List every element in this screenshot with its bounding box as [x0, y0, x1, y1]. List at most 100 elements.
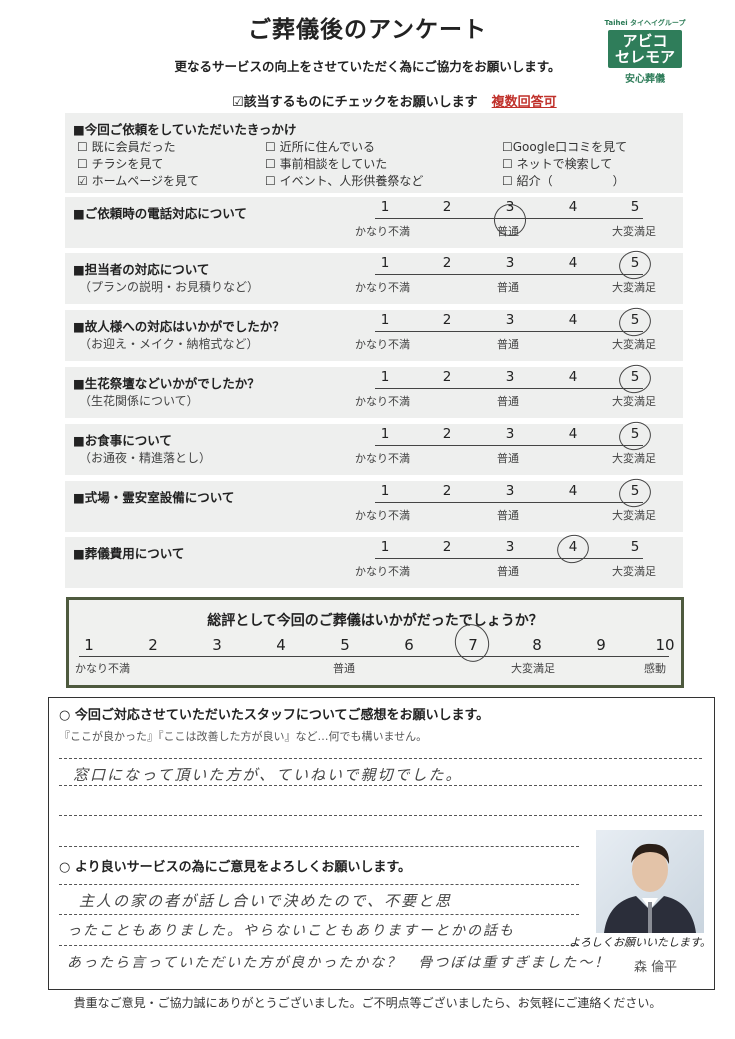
overall-option-4[interactable]: 4 [276, 636, 286, 654]
reason-checkbox[interactable]: ☐ 紹介（ ） [502, 174, 625, 188]
footer-note: 貴重なご意見・ご協力誠にありがとうございました。ご不明点等ございましたら、お気軽… [73, 996, 662, 1010]
reason-checkbox[interactable]: ☑ ホームページを見て [77, 174, 199, 188]
rating-option-2[interactable]: 2 [442, 369, 452, 385]
overall-option-3[interactable]: 3 [212, 636, 222, 654]
overall-option-2[interactable]: 2 [148, 636, 158, 654]
overall-option-7[interactable]: 7 [468, 636, 478, 654]
reason-title: ■今回ご依頼をしていただいたきっかけ [73, 122, 297, 137]
rating-scale[interactable]: 1 2 3 4 5 かなり不満 普通 大変満足 [355, 247, 665, 295]
scale-line [375, 274, 643, 275]
rating-option-1[interactable]: 1 [380, 426, 390, 442]
overall-option-8[interactable]: 8 [532, 636, 542, 654]
overall-option-9[interactable]: 9 [596, 636, 606, 654]
rating-option-1[interactable]: 1 [380, 483, 390, 499]
rating-option-3[interactable]: 3 [505, 483, 515, 499]
multiple-answers-note: 複数回答可 [491, 95, 557, 110]
scale-line [375, 502, 643, 503]
rating-option-2[interactable]: 2 [442, 483, 452, 499]
label-high: 大変満足 [612, 338, 656, 351]
rating-option-2[interactable]: 2 [442, 255, 452, 271]
selected-circle [615, 361, 655, 397]
overall-option-1[interactable]: 1 [84, 636, 94, 654]
rating-option-5[interactable]: 5 [630, 255, 640, 271]
label-mid: 普通 [497, 565, 519, 578]
rating-option-5[interactable]: 5 [630, 483, 640, 499]
rating-option-1[interactable]: 1 [380, 199, 390, 215]
rating-option-4[interactable]: 4 [568, 255, 578, 271]
scale-line [375, 388, 643, 389]
rating-option-3[interactable]: 3 [505, 199, 515, 215]
rating-option-5[interactable]: 5 [630, 539, 640, 555]
overall-scale-line [79, 656, 669, 657]
rating-subtitle: （生花関係について） [79, 394, 199, 408]
rating-option-4[interactable]: 4 [568, 199, 578, 215]
label-high: 大変満足 [612, 509, 656, 522]
reason-checkbox[interactable]: ☐ イベント、人形供養祭など [265, 174, 424, 188]
rating-subtitle: （プランの説明・お見積りなど） [79, 280, 260, 294]
rating-option-1[interactable]: 1 [380, 312, 390, 328]
rating-scale[interactable]: 1 2 3 4 5 かなり不満 普通 大変満足 [355, 531, 665, 579]
rating-option-5[interactable]: 5 [630, 369, 640, 385]
reason-checkbox[interactable]: ☐ 事前相談をしていた [265, 157, 388, 171]
rating-title: ■葬儀費用について [73, 546, 185, 561]
staff-answer[interactable]: 窓口になって頂いた方が、ていねいで親切でした。 [73, 766, 463, 784]
rating-option-1[interactable]: 1 [380, 369, 390, 385]
rating-subtitle: （お通夜・精進落とし） [79, 451, 212, 465]
overall-label: 大変満足 [511, 662, 555, 675]
rating-option-3[interactable]: 3 [505, 539, 515, 555]
divider [59, 914, 579, 915]
overall-option-6[interactable]: 6 [404, 636, 414, 654]
rating-option-4[interactable]: 4 [568, 483, 578, 499]
staff-greeting: よろしくお願いいたします。 [569, 936, 711, 949]
rating-scale[interactable]: 1 2 3 4 5 かなり不満 普通 大変満足 [355, 304, 665, 352]
label-low: かなり不満 [355, 338, 410, 351]
opinion-answer-line[interactable]: あったら言っていただいた方が良かったかな？ 骨つぼは重すぎました〜！ [67, 955, 611, 971]
overall-option-10[interactable]: 10 [655, 636, 675, 654]
rating-scale[interactable]: 1 2 3 4 5 かなり不満 普通 大変満足 [355, 361, 665, 409]
rating-option-5[interactable]: 5 [630, 199, 640, 215]
label-low: かなり不満 [355, 225, 410, 238]
opinion-answer-line[interactable]: ったこともありました。やらないこともありますーとかの話も [67, 923, 515, 939]
rating-option-3[interactable]: 3 [505, 369, 515, 385]
rating-option-2[interactable]: 2 [442, 312, 452, 328]
staff-note: 『ここが良かった』『ここは改善した方が良い』など…何でも構いません。 [59, 730, 428, 743]
rating-title: ■式場・霊安室設備について [73, 490, 235, 505]
label-mid: 普通 [497, 225, 519, 238]
label-low: かなり不満 [355, 452, 410, 465]
subtitle: 更なるサービスの向上をさせていただく為にご協力をお願いします。 [174, 59, 561, 74]
rating-option-4[interactable]: 4 [568, 426, 578, 442]
rating-title: ■生花祭壇などいかがでしたか？ [73, 376, 260, 391]
rating-scale[interactable]: 1 2 3 4 5 かなり不満 普通 大変満足 [355, 199, 665, 240]
rating-option-2[interactable]: 2 [442, 199, 452, 215]
rating-option-1[interactable]: 1 [380, 255, 390, 271]
rating-option-3[interactable]: 3 [505, 426, 515, 442]
reason-section: ■今回ご依頼をしていただいたきっかけ ☐ 既に会員だった ☐ チラシを見て ☑ ホー… [65, 113, 683, 193]
opinion-answer-line[interactable]: 主人の家の者が話し合いで決めたので、不要と思 [79, 892, 452, 910]
rating-option-4[interactable]: 4 [568, 369, 578, 385]
reason-checkbox[interactable]: ☐ ネットで検索して [502, 157, 613, 171]
reason-checkbox[interactable]: ☐ 近所に住んでいる [265, 140, 375, 154]
reason-checkbox[interactable]: ☐ チラシを見て [77, 157, 164, 171]
instruction: ☑該当するものにチェックをお願いします 複数回答可 [232, 91, 557, 110]
scale-line [375, 218, 643, 219]
rating-option-4[interactable]: 4 [568, 539, 578, 555]
overall-option-5[interactable]: 5 [340, 636, 350, 654]
rating-option-5[interactable]: 5 [630, 426, 640, 442]
logo-tagline: 安心葬儀 [625, 74, 665, 85]
rating-option-5[interactable]: 5 [630, 312, 640, 328]
rating-option-1[interactable]: 1 [380, 539, 390, 555]
label-high: 大変満足 [612, 395, 656, 408]
rating-title: ■ご依頼時の電話対応について [73, 206, 247, 221]
rating-option-3[interactable]: 3 [505, 312, 515, 328]
rating-option-2[interactable]: 2 [442, 539, 452, 555]
reason-checkbox[interactable]: ☐ 既に会員だった [77, 140, 176, 154]
rating-scale[interactable]: 1 2 3 4 5 かなり不満 普通 大変満足 [355, 475, 665, 523]
staff-signature: 森 倫平 [634, 960, 678, 975]
rating-option-4[interactable]: 4 [568, 312, 578, 328]
instruction-text: ☑該当するものにチェックをお願いします [232, 95, 478, 110]
rating-scale[interactable]: 1 2 3 4 5 かなり不満 普通 大変満足 [355, 418, 665, 466]
selected-circle [615, 418, 655, 454]
reason-checkbox[interactable]: ☐Google口コミを見て [502, 140, 628, 154]
rating-option-3[interactable]: 3 [505, 255, 515, 271]
rating-option-2[interactable]: 2 [442, 426, 452, 442]
